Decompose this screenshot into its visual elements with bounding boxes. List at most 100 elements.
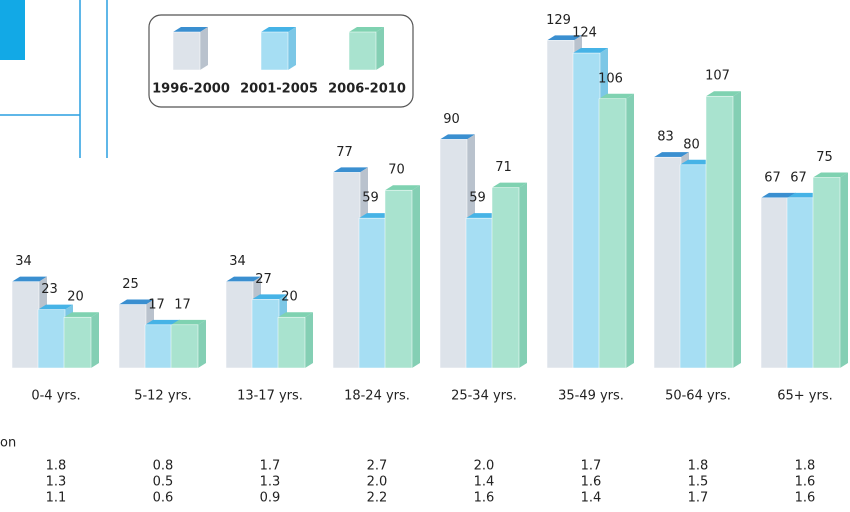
bar-top — [440, 134, 475, 140]
value-label: 27 — [255, 272, 272, 287]
table-cell: 1.8 — [795, 459, 816, 474]
x-tick-label: 0-4 yrs. — [31, 389, 80, 404]
bar-top — [64, 312, 99, 318]
table-cell: 1.4 — [581, 491, 602, 506]
table-cell: 0.5 — [153, 475, 174, 490]
table-cell: 1.5 — [688, 475, 709, 490]
bar — [170, 324, 199, 369]
bar-side — [519, 182, 527, 368]
table-cell: 1.3 — [46, 475, 67, 490]
value-label: 75 — [816, 150, 833, 165]
table-cell: 1.8 — [46, 459, 67, 474]
table-cell: 1.4 — [474, 475, 495, 490]
bar-top — [119, 299, 154, 305]
bar — [277, 316, 306, 369]
table-cell: 1.6 — [795, 491, 816, 506]
bar — [251, 299, 280, 369]
bar — [546, 40, 575, 369]
bar-top — [252, 294, 287, 300]
bar-top — [573, 48, 608, 54]
bar — [118, 304, 147, 369]
table-cell: 1.6 — [581, 475, 602, 490]
legend-swatch-side — [376, 27, 384, 70]
value-label: 34 — [229, 254, 246, 269]
table-cell: 1.8 — [688, 459, 709, 474]
bar — [37, 309, 66, 369]
legend-swatch — [260, 31, 289, 71]
value-label: 59 — [362, 191, 379, 206]
table-cell: 0.6 — [153, 491, 174, 506]
bar — [439, 139, 468, 369]
table-cell: 1.7 — [581, 459, 602, 474]
bar-top — [278, 312, 313, 318]
legend-swatch-side — [200, 27, 208, 70]
legend-label: 1996-2000 — [152, 82, 230, 97]
bar-top — [145, 319, 180, 325]
bar-top — [492, 182, 527, 188]
bar-top — [385, 185, 420, 191]
x-tick-label: 13-17 yrs. — [237, 389, 303, 404]
corner-box — [0, 0, 25, 60]
bar-side — [305, 312, 313, 368]
bar-side — [91, 312, 99, 368]
value-label: 107 — [705, 69, 730, 84]
bar — [812, 177, 841, 369]
table-cell: 1.7 — [260, 459, 281, 474]
bar-top — [654, 152, 689, 158]
value-label: 83 — [657, 130, 674, 145]
bar — [332, 172, 361, 369]
legend-swatch-side — [288, 27, 296, 70]
bar-side — [198, 319, 206, 368]
bar — [465, 217, 494, 369]
bar-side — [412, 185, 420, 368]
legend-swatch — [172, 31, 201, 71]
bar-side — [626, 93, 634, 368]
value-label: 17 — [148, 297, 165, 312]
value-label: 34 — [15, 254, 32, 269]
table-cell: 1.6 — [795, 475, 816, 490]
value-label: 23 — [41, 282, 58, 297]
bar — [705, 95, 734, 369]
bar — [572, 52, 601, 369]
bar — [11, 281, 40, 369]
value-label: 71 — [495, 160, 512, 175]
x-tick-label: 65+ yrs. — [777, 389, 833, 404]
x-tick-label: 50-64 yrs. — [665, 389, 731, 404]
bar — [225, 281, 254, 369]
bar-top — [547, 35, 582, 41]
table-label: on — [0, 436, 16, 451]
table-cell: 1.6 — [474, 491, 495, 506]
value-label: 106 — [598, 71, 623, 86]
table-cell: 0.8 — [153, 459, 174, 474]
bar-top — [599, 93, 634, 99]
legend-label: 2001-2005 — [240, 82, 318, 97]
value-label: 20 — [281, 290, 298, 305]
legend-swatch-top — [173, 27, 208, 32]
value-label: 124 — [572, 26, 597, 41]
x-tick-label: 25-34 yrs. — [451, 389, 517, 404]
bar-top — [226, 276, 261, 282]
legend-label: 2006-2010 — [328, 82, 406, 97]
bar-top — [171, 319, 206, 325]
bar — [144, 324, 173, 369]
value-label: 25 — [122, 277, 139, 292]
value-label: 90 — [443, 112, 460, 127]
value-label: 67 — [764, 170, 781, 185]
bar-top — [12, 276, 47, 282]
legend-swatch — [348, 31, 377, 71]
value-label: 77 — [336, 145, 353, 160]
bar — [679, 164, 708, 369]
table-cell: 0.9 — [260, 491, 281, 506]
bar — [358, 217, 387, 369]
bar — [63, 316, 92, 369]
table-cell: 1.7 — [688, 491, 709, 506]
bar — [653, 156, 682, 369]
x-tick-label: 35-49 yrs. — [558, 389, 624, 404]
value-label: 20 — [67, 290, 84, 305]
table-cell: 1.3 — [260, 475, 281, 490]
bar-side — [733, 91, 741, 368]
table-cell: 2.2 — [367, 491, 388, 506]
legend-swatch-top — [261, 27, 296, 32]
value-label: 59 — [469, 191, 486, 206]
